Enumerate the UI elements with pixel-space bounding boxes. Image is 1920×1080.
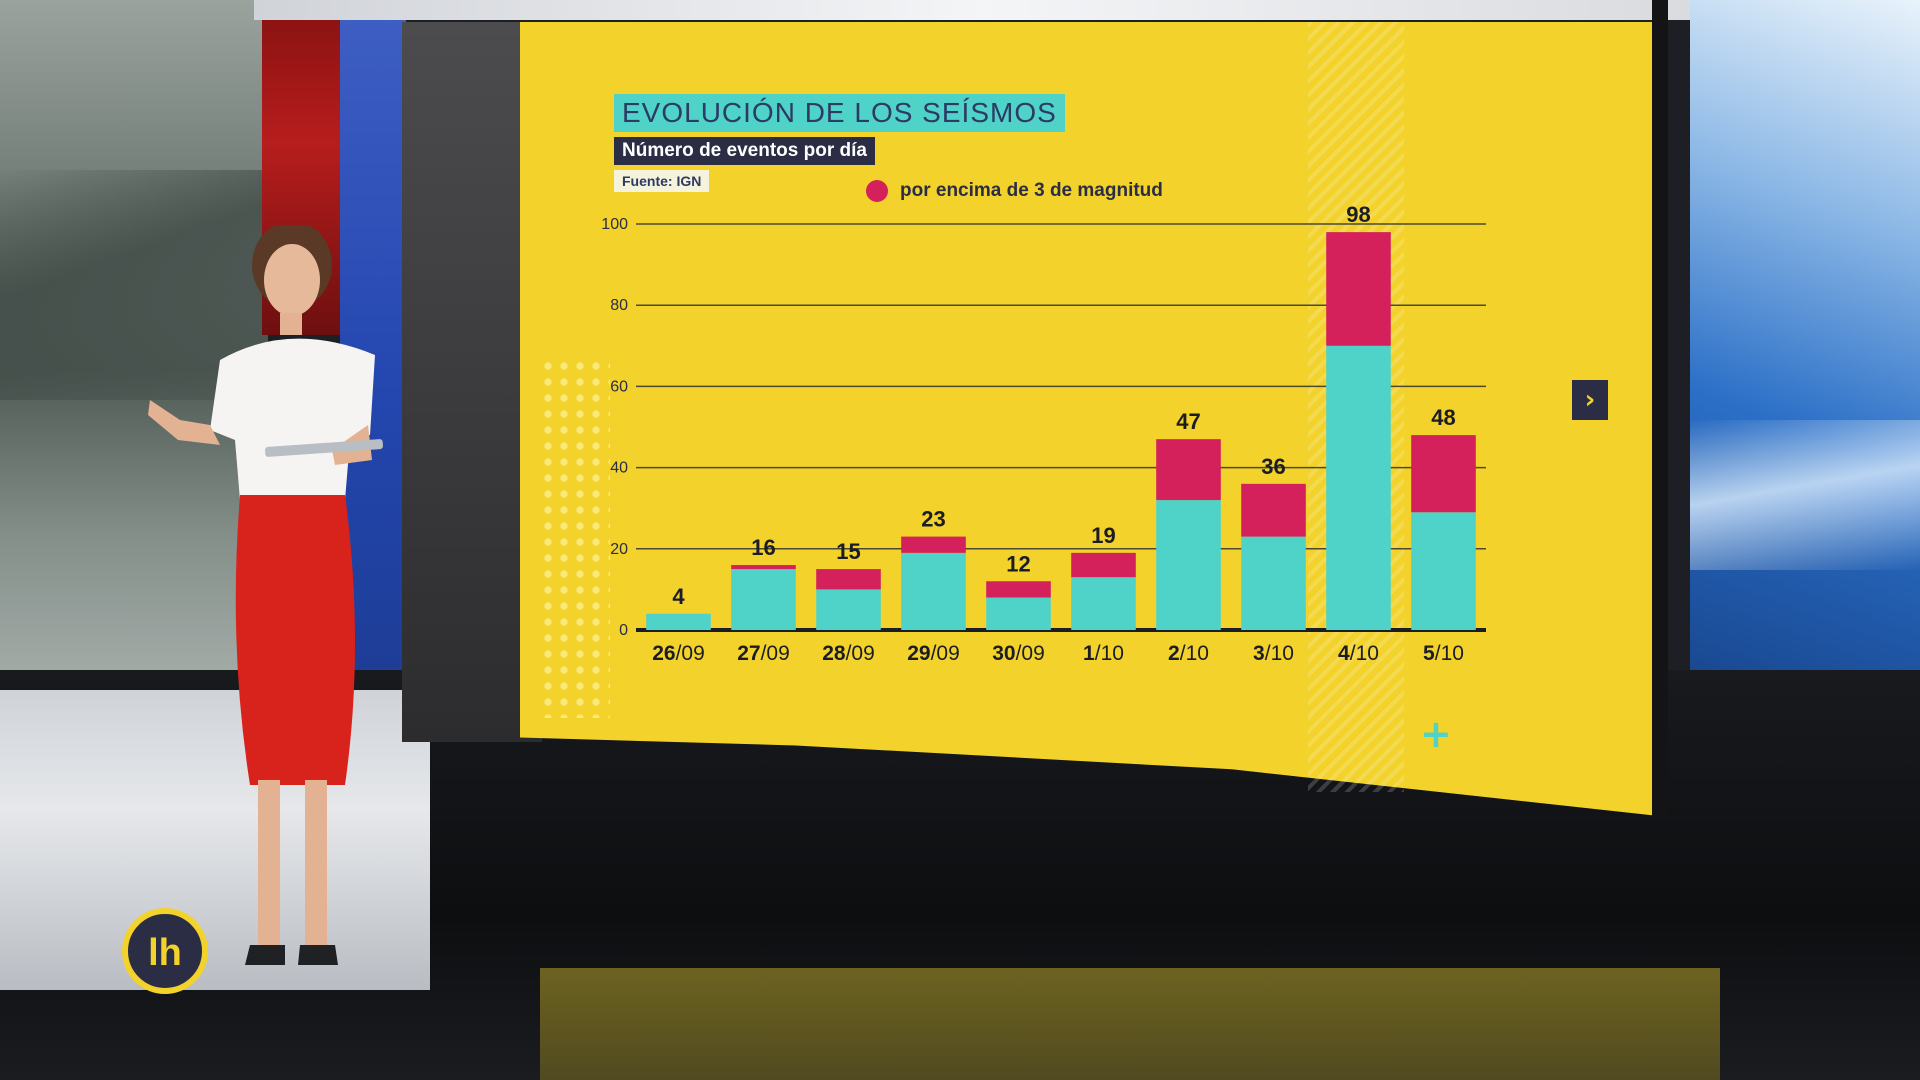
plus-icon: + <box>1420 712 1452 756</box>
floor-platform <box>0 690 430 990</box>
chevron-right-icon: › <box>1584 385 1596 415</box>
screen-edge <box>1652 0 1668 820</box>
presenter-blouse <box>210 338 375 500</box>
decorative-dot-grid <box>540 358 610 718</box>
presenter-skirt <box>235 495 355 785</box>
left-backdrop <box>0 0 268 675</box>
presenter <box>148 225 384 965</box>
screen-reflection <box>540 968 1720 1080</box>
ceiling-frame <box>254 0 1714 20</box>
chart-source: Fuente: IGN <box>614 170 710 192</box>
chart-legend: por encima de 3 de magnitud <box>866 180 1163 202</box>
presenter-left-shoe <box>245 945 285 965</box>
presenter-right-shoe <box>298 945 338 965</box>
presenter-right-leg <box>305 780 327 950</box>
svg-text:lh: lh <box>148 932 182 973</box>
legend-label: por encima de 3 de magnitud <box>900 180 1163 201</box>
channel-logo-mark: lh <box>148 932 182 973</box>
next-chevron-button[interactable]: › <box>1572 380 1608 420</box>
channel-logo: lh <box>122 908 208 994</box>
presenter-left-arm <box>148 400 220 445</box>
presenter-neck <box>280 313 302 335</box>
highlight-stripe <box>1308 22 1404 792</box>
presenter-face <box>264 244 320 316</box>
presenter-left-leg <box>258 780 280 950</box>
chart-subtitle: Número de eventos por día <box>614 137 875 165</box>
dark-side-board <box>402 22 542 742</box>
legend-swatch-red <box>866 180 888 202</box>
chart-title: EVOLUCIÓN DE LOS SEÍSMOS <box>614 94 1065 132</box>
light-streak <box>1690 420 1920 570</box>
tablet-device <box>264 439 384 457</box>
